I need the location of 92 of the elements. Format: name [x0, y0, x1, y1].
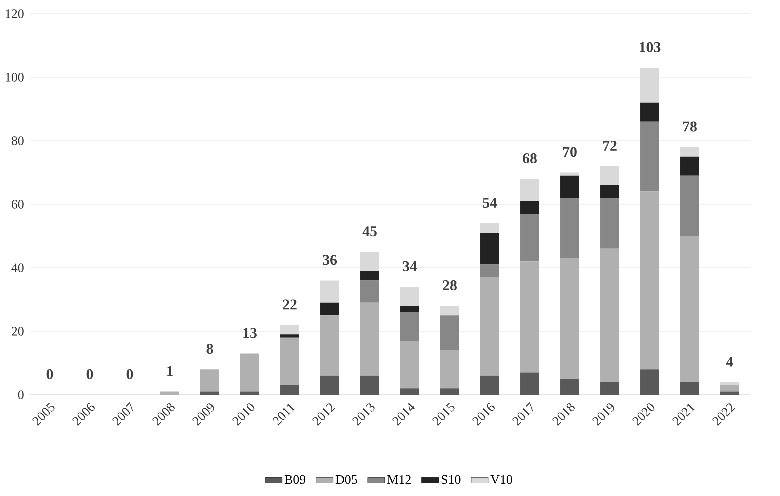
- bar: [360, 271, 380, 281]
- bar: [720, 392, 740, 395]
- total-label: 45: [362, 226, 377, 237]
- bar: [720, 385, 740, 392]
- bar: [600, 198, 620, 249]
- total-label: 28: [443, 280, 457, 291]
- bar: [280, 385, 300, 395]
- legend-label: B09: [284, 475, 306, 484]
- total-label: 1: [167, 366, 173, 376]
- legend-label: S10: [442, 475, 461, 484]
- bar: [520, 372, 540, 395]
- total-label: 4: [726, 356, 734, 367]
- bar: [400, 306, 420, 312]
- total-label: 34: [403, 261, 418, 272]
- bar: [480, 278, 500, 376]
- bar: [320, 280, 340, 303]
- bar: [600, 185, 620, 198]
- bar: [680, 147, 700, 157]
- bar: [200, 370, 220, 392]
- bar: [480, 376, 500, 395]
- bar: [440, 350, 460, 389]
- total-label: 36: [323, 255, 338, 266]
- bar: [400, 312, 420, 342]
- total-label: 68: [523, 153, 537, 164]
- bar: [280, 325, 300, 335]
- y-tick-label: 120: [6, 10, 24, 18]
- bar: [360, 302, 380, 376]
- bar: [320, 302, 340, 316]
- bar: [680, 176, 700, 236]
- total-label: 22: [283, 300, 297, 310]
- bar: [240, 354, 260, 392]
- legend-label: D05: [336, 475, 358, 484]
- bar: [680, 236, 700, 382]
- bar: [680, 382, 700, 395]
- bar: [680, 156, 700, 176]
- bar: [520, 201, 540, 214]
- bar: [560, 198, 580, 258]
- bar: [640, 192, 660, 370]
- bar: [200, 392, 220, 395]
- bar: [160, 392, 180, 395]
- bar: [440, 306, 460, 316]
- bar: [280, 338, 300, 386]
- x-tick-label: 2011: [272, 404, 296, 426]
- y-tick-label: 0: [18, 390, 24, 400]
- bar: [240, 392, 260, 395]
- bar: [640, 122, 660, 192]
- bar: [520, 214, 540, 262]
- bar: [400, 388, 420, 395]
- legend-label: M12: [388, 475, 411, 484]
- bar: [360, 280, 380, 303]
- bar: [280, 334, 300, 338]
- x-tick-label: 2021: [672, 404, 696, 426]
- bar: [320, 376, 340, 395]
- bar: [360, 376, 380, 395]
- bar: [360, 252, 380, 272]
- bar: [520, 262, 540, 373]
- total-label: 0: [46, 369, 54, 380]
- bar: [640, 370, 660, 395]
- bar: [640, 68, 660, 103]
- total-label: 72: [603, 140, 617, 151]
- bar: [480, 224, 500, 234]
- bar: [480, 264, 500, 278]
- bar: [320, 316, 340, 376]
- total-label: 0: [86, 369, 94, 380]
- y-tick-label: 100: [6, 73, 24, 82]
- bar: [560, 176, 580, 198]
- bar: [720, 382, 740, 386]
- legend-label: V10: [490, 475, 512, 484]
- bar: [480, 233, 500, 265]
- y-tick-label: 60: [12, 200, 24, 209]
- total-label: 13: [244, 328, 257, 338]
- total-label: 0: [126, 369, 134, 380]
- bar: [440, 316, 460, 351]
- bar: [600, 382, 620, 395]
- bar: [400, 341, 420, 389]
- bar: [440, 388, 460, 395]
- total-label: 8: [206, 344, 214, 354]
- total-label: 54: [483, 198, 498, 208]
- bar: [600, 166, 620, 186]
- bar: [520, 179, 540, 202]
- y-tick-label: 80: [12, 136, 24, 146]
- total-label: 70: [563, 147, 577, 158]
- total-label: 78: [683, 122, 697, 132]
- bar: [560, 258, 580, 380]
- total-label: 103: [640, 42, 661, 52]
- bar: [400, 287, 420, 306]
- bar: [600, 248, 620, 382]
- bar: [560, 172, 580, 176]
- y-tick-label: 40: [12, 264, 24, 272]
- bar: [640, 102, 660, 122]
- y-tick-label: 20: [12, 327, 24, 336]
- bar: [560, 379, 580, 395]
